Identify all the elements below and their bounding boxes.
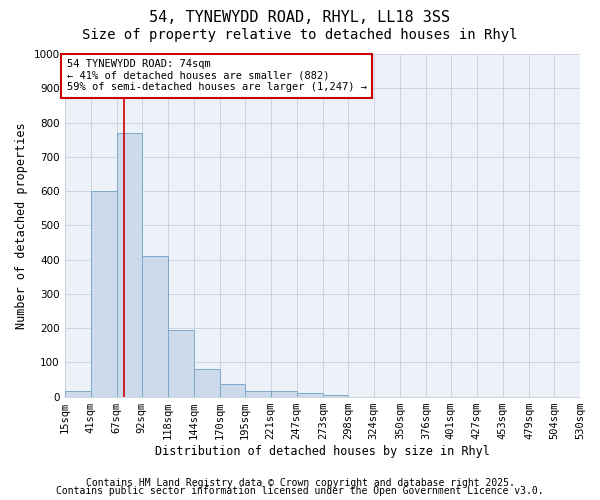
- Bar: [142, 256, 167, 396]
- Bar: [65, 392, 91, 396]
- X-axis label: Distribution of detached houses by size in Rhyl: Distribution of detached houses by size …: [155, 444, 490, 458]
- Bar: [116, 133, 142, 396]
- Text: Contains public sector information licensed under the Open Government Licence v3: Contains public sector information licen…: [56, 486, 544, 496]
- Bar: [323, 395, 348, 396]
- Text: 54 TYNEWYDD ROAD: 74sqm
← 41% of detached houses are smaller (882)
59% of semi-d: 54 TYNEWYDD ROAD: 74sqm ← 41% of detache…: [67, 59, 367, 92]
- Bar: [271, 392, 297, 396]
- Y-axis label: Number of detached properties: Number of detached properties: [15, 122, 28, 328]
- Bar: [220, 384, 245, 396]
- Bar: [297, 393, 323, 396]
- Text: 54, TYNEWYDD ROAD, RHYL, LL18 3SS: 54, TYNEWYDD ROAD, RHYL, LL18 3SS: [149, 10, 451, 25]
- Bar: [245, 392, 271, 396]
- Bar: [91, 191, 116, 396]
- Text: Size of property relative to detached houses in Rhyl: Size of property relative to detached ho…: [82, 28, 518, 42]
- Text: Contains HM Land Registry data © Crown copyright and database right 2025.: Contains HM Land Registry data © Crown c…: [86, 478, 514, 488]
- Bar: [167, 330, 194, 396]
- Bar: [194, 369, 220, 396]
